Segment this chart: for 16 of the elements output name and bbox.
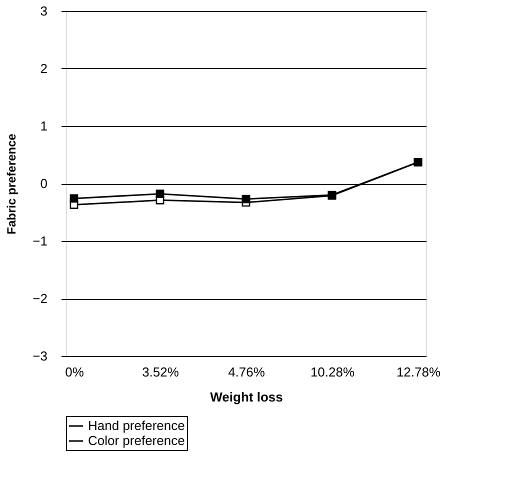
y-tick-label: 0	[40, 176, 48, 191]
x-tick-label: 0%	[65, 364, 84, 380]
x-axis-title: Weight loss	[210, 390, 283, 404]
x-tick-label: 4.76%	[228, 364, 266, 380]
y-tick-label: −1	[32, 234, 48, 248]
x-tick-label: 12.78%	[396, 364, 441, 380]
y-tick-label: −3	[32, 348, 48, 364]
y-tick-label: 3	[40, 4, 48, 18]
y-tick-label: 1	[40, 118, 48, 134]
x-tick-label: 3.52%	[142, 364, 180, 380]
y-tick-label: 2	[40, 61, 48, 76]
x-tick-label: 10.28%	[310, 364, 355, 380]
legend-label: Hand preference	[88, 418, 185, 433]
legend-label: Color preference	[88, 433, 185, 448]
y-tick-label: −2	[32, 291, 48, 306]
y-axis-title: Fabric preference	[4, 133, 19, 234]
